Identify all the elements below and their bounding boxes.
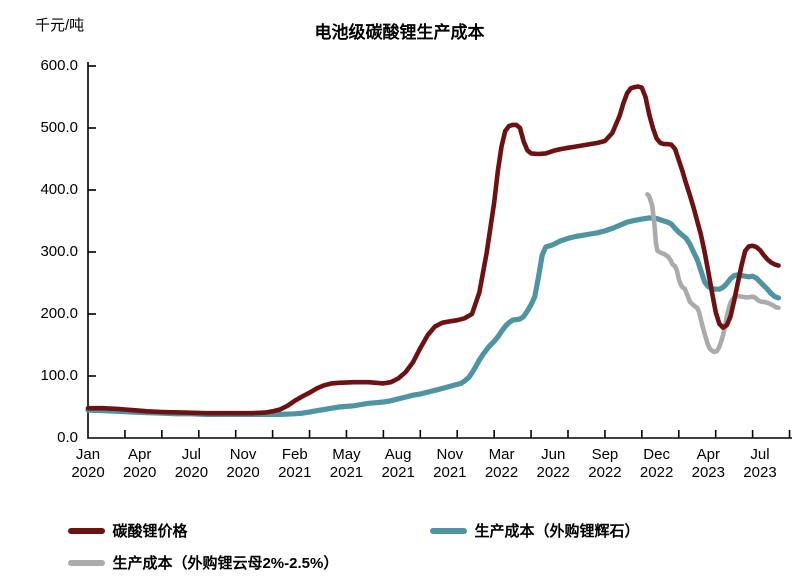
series-line-1 <box>85 215 782 417</box>
legend-swatch-lepidolite-line <box>68 559 105 566</box>
legend-label-price: 碳酸锂价格 <box>112 523 188 540</box>
x-tick-label: Apr 2023 <box>691 446 725 481</box>
y-axis-unit-label: 千元/吨 <box>35 17 85 34</box>
x-tick-label: Dec 2022 <box>639 446 674 481</box>
legend-item-spodumene-cost: 生产成本（外购锂辉石） <box>430 520 640 540</box>
x-tick-label: Jul 2023 <box>743 446 777 481</box>
x-tick-label: Apr 2020 <box>123 446 157 481</box>
x-tick-label: Feb 2021 <box>278 446 312 481</box>
y-tick-label: 0.0 <box>57 429 78 446</box>
chart-title: 电池级碳酸锂生产成本 <box>314 23 485 42</box>
legend-item-lithium-carbonate-price: 碳酸锂价格 <box>68 520 188 540</box>
legend-label-lepidolite: 生产成本（外购锂云母2%-2.5%） <box>112 555 339 572</box>
y-tick-label: 200.0 <box>40 305 78 322</box>
x-tick-label: May 2021 <box>329 446 364 481</box>
y-tick-label: 600.0 <box>40 57 78 74</box>
legend-swatch-price-line <box>68 527 105 534</box>
x-tick-label: Jun 2022 <box>536 446 570 481</box>
series-line-0 <box>85 84 781 416</box>
x-tick-label: Sep 2022 <box>588 446 622 481</box>
y-tick-label: 300.0 <box>40 243 78 260</box>
x-tick-label: Aug 2021 <box>381 446 415 481</box>
legend-swatch-spodumene-line <box>430 527 467 534</box>
x-tick-label: Nov 2020 <box>226 446 260 481</box>
y-tick-label: 400.0 <box>40 181 78 198</box>
x-tick-label: Mar 2022 <box>484 446 519 481</box>
x-tick-label: Jul 2020 <box>174 446 209 481</box>
y-tick-label: 100.0 <box>40 367 78 384</box>
legend-label-spodumene: 生产成本（外购锂辉石） <box>474 523 640 540</box>
x-tick-label: Nov 2021 <box>433 446 467 481</box>
x-tick-label: Jan 2020 <box>71 446 105 481</box>
series-line-2 <box>645 192 781 355</box>
legend-item-lepidolite-cost: 生产成本（外购锂云母2%-2.5%） <box>68 552 339 572</box>
y-tick-label: 500.0 <box>40 119 78 136</box>
